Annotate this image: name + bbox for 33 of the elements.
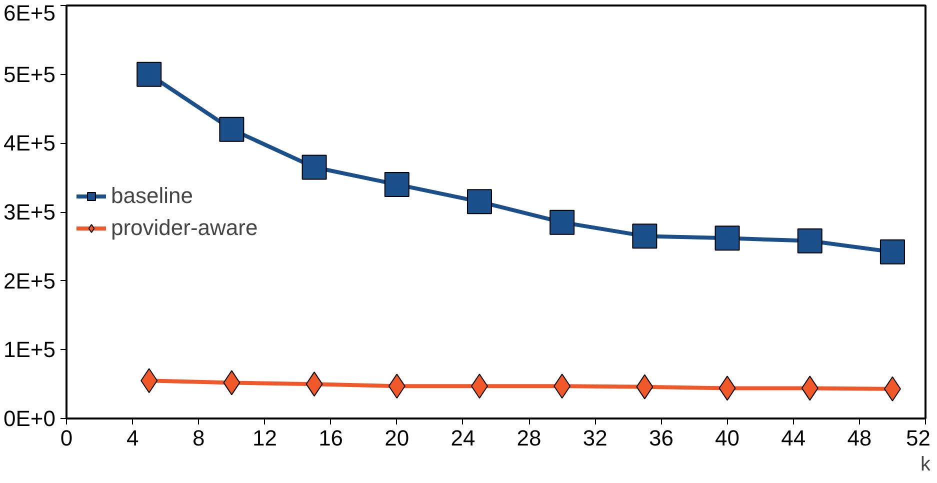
x-tick-label: 44	[781, 426, 806, 450]
point	[550, 210, 575, 235]
point	[466, 189, 492, 214]
x-tick-label: 24	[450, 426, 476, 450]
x-tick-label: 8	[192, 426, 205, 450]
point	[880, 239, 905, 264]
point	[219, 116, 244, 142]
x-tick-label: 12	[252, 426, 277, 450]
y-tick-label: 5E+5	[4, 62, 56, 87]
x-tick-label: 52	[906, 426, 931, 450]
x-tick-label: 48	[847, 426, 872, 450]
point	[136, 62, 162, 87]
x-tick-label: 0	[60, 426, 73, 450]
y-tick-label: 0E+0	[4, 406, 56, 431]
y-tick-label: 6E+5	[4, 0, 56, 26]
x-tick-label: 28	[516, 426, 542, 450]
point	[714, 226, 740, 251]
x-tick-label: 36	[648, 426, 674, 450]
x-tick-label: 40	[715, 426, 740, 450]
x-tick-label: 4	[126, 426, 139, 450]
y-tick-label: 4E+5	[4, 130, 56, 156]
point	[384, 172, 410, 197]
x-tick-label: 20	[384, 426, 410, 450]
point	[797, 228, 822, 254]
y-tick-label: 3E+5	[4, 200, 56, 224]
legend-label: baseline	[111, 182, 193, 208]
y-tick-label: 2E+5	[4, 268, 56, 294]
x-tick-label: 16	[318, 426, 344, 450]
point	[302, 154, 327, 180]
legend-label: provider-aware	[111, 214, 258, 240]
point	[632, 224, 658, 249]
x-tick-label: 32	[582, 426, 608, 450]
y-tick-label: 1E+5	[4, 337, 56, 362]
